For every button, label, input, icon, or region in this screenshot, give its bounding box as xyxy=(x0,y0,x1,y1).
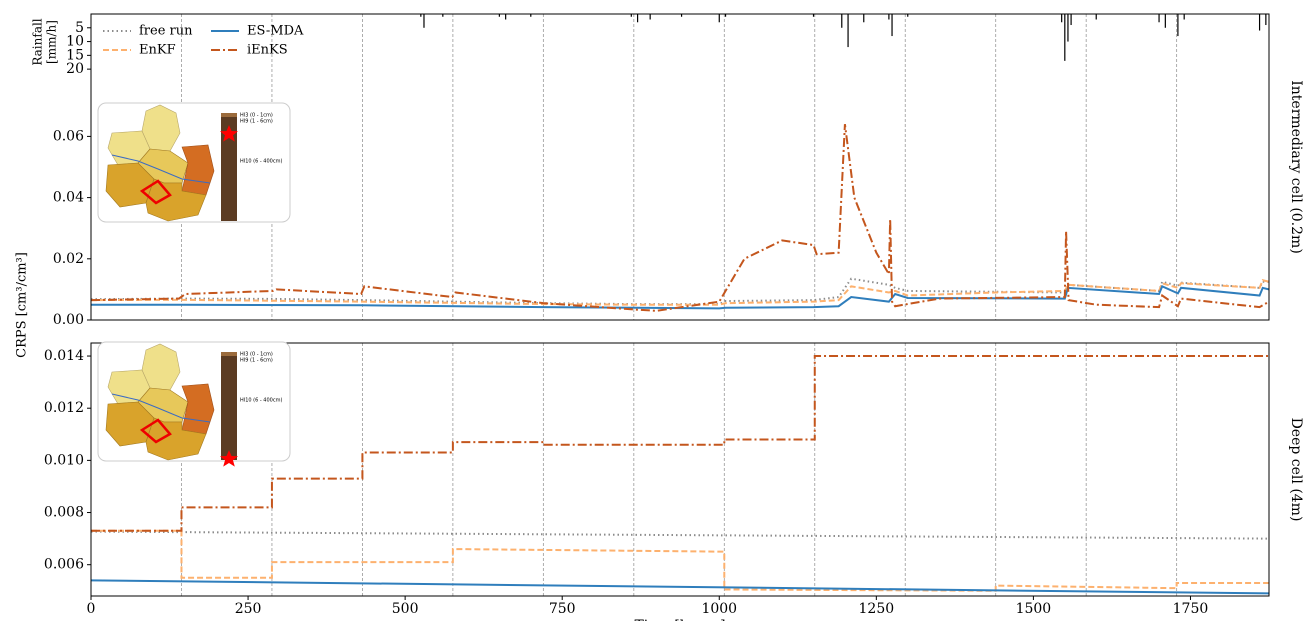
y-tick-label: 5 xyxy=(75,20,84,36)
x-tick-label: 0 xyxy=(87,601,96,617)
plot-frame xyxy=(90,342,1270,597)
x-tick-label: 1250 xyxy=(859,601,895,617)
y-tick-label: 0.02 xyxy=(53,251,84,267)
x-tick-label: 250 xyxy=(235,601,262,617)
inset-map: HI3 (0 - 1cm) HI9 (1 - 6cm) HI10 (6 - 40… xyxy=(97,102,291,223)
y-tick-label: 0.010 xyxy=(44,452,84,468)
y-tick-label: 0.04 xyxy=(53,190,84,206)
legend-label: ES-MDA xyxy=(247,24,304,39)
series-line xyxy=(91,124,1269,312)
series-group xyxy=(91,124,1269,312)
y-tick-label: 0.006 xyxy=(44,557,84,573)
y-tick-label: 0.008 xyxy=(44,505,84,521)
y-tick-label: 0.00 xyxy=(53,312,84,328)
y-tick-label: 0.06 xyxy=(53,128,84,144)
series-group xyxy=(91,355,1269,595)
inset-label: HI10 (6 - 400cm) xyxy=(240,159,282,165)
inset-map: HI3 (0 - 1cm) HI9 (1 - 6cm) HI10 (6 - 40… xyxy=(97,341,291,467)
y-axis-label: CRPS [cm³/cm³] xyxy=(15,252,30,358)
series-line xyxy=(91,355,1269,532)
x-tick-label: 1500 xyxy=(1016,601,1052,617)
panel-label: Deep cell (4m) xyxy=(1288,418,1304,522)
inset-label: HI10 (6 - 400cm) xyxy=(240,398,282,404)
y-tick-label: 10 xyxy=(66,34,84,50)
x-tick-label: 1000 xyxy=(701,601,737,617)
series-line xyxy=(91,579,1269,595)
y-tick-label: 0.014 xyxy=(44,348,84,364)
y-tick-label: 15 xyxy=(66,47,84,63)
inset-label: HI3 (0 - 1cm) xyxy=(240,352,273,358)
inset-label: HI9 (1 - 6cm) xyxy=(240,358,273,364)
y-tick-label: 20 xyxy=(66,61,84,77)
legend-label: EnKF xyxy=(139,43,176,58)
series-line xyxy=(91,529,1269,592)
legend-label: free run xyxy=(139,24,193,39)
plot-frame xyxy=(90,13,1270,321)
inset-label: HI9 (1 - 6cm) xyxy=(240,119,273,125)
x-tick-label: 1750 xyxy=(1173,601,1209,617)
x-tick-label: 750 xyxy=(549,601,576,617)
panel-label: Intermediary cell (0.2m) xyxy=(1288,80,1304,254)
x-axis-label: Time [hours] xyxy=(634,618,725,621)
x-tick-label: 500 xyxy=(392,601,419,617)
legend-label: iEnKS xyxy=(247,43,288,58)
series-line xyxy=(91,277,1269,306)
y-tick-label: 0.012 xyxy=(44,400,84,416)
y-axis-label: Rainfall xyxy=(31,18,45,65)
series-line xyxy=(91,530,1269,540)
series-line xyxy=(91,279,1269,306)
inset-label: HI3 (0 - 1cm) xyxy=(240,113,273,119)
y-axis-label: [mm/h] xyxy=(45,20,59,64)
